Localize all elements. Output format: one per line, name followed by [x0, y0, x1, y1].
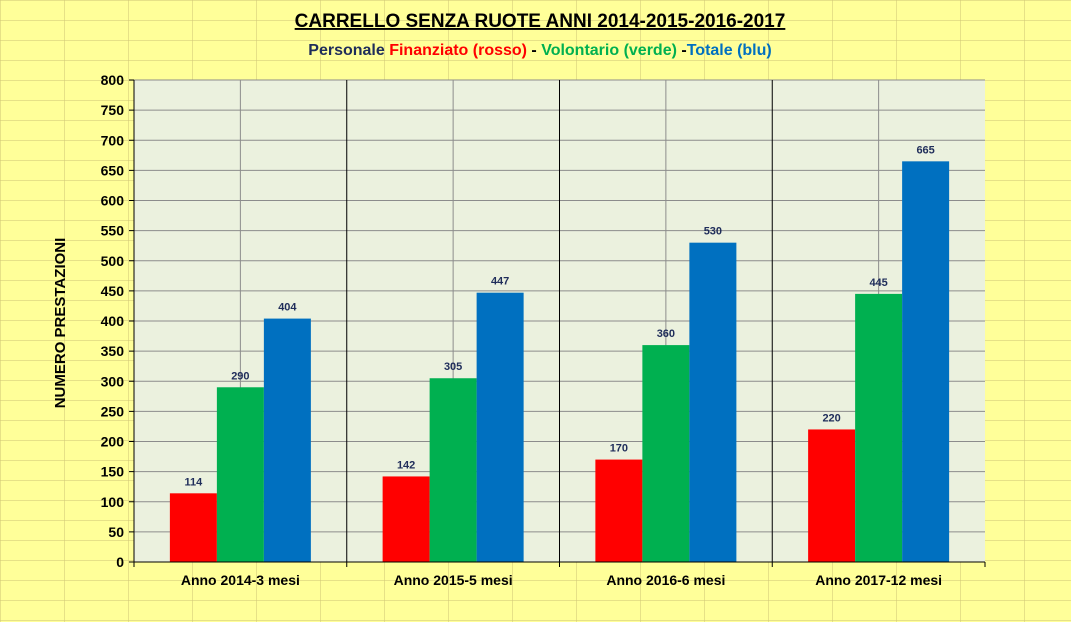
subtitle-segment: Totale (blu) [687, 42, 772, 59]
y-tick-label: 350 [101, 343, 125, 359]
data-label: 114 [185, 476, 204, 488]
subtitle-segment: Finanziato (rosso) [389, 42, 527, 59]
data-label: 530 [704, 226, 722, 238]
data-label: 305 [444, 361, 462, 373]
chart-subtitle: Personale Finanziato (rosso) - Volontari… [308, 42, 771, 59]
bar [642, 345, 690, 562]
subtitle-segment: - [527, 42, 541, 59]
x-tick-label: Anno 2017-12 mesi [815, 572, 942, 588]
data-label: 220 [822, 412, 840, 424]
y-tick-label: 600 [101, 193, 125, 209]
y-tick-label: 400 [101, 313, 125, 329]
bar [855, 293, 903, 562]
data-label: 170 [610, 443, 628, 455]
y-axis-label: NUMERO PRESTAZIONI [52, 238, 69, 409]
y-tick-label: 750 [101, 102, 125, 118]
y-tick-label: 700 [101, 132, 125, 148]
subtitle-segment: Personale [308, 42, 389, 59]
y-tick-label: 0 [116, 554, 124, 570]
data-label: 404 [278, 302, 297, 314]
y-tick-label: 50 [108, 524, 124, 540]
x-axis-ticks: Anno 2014-3 mesi Anno 2015-5 mesi Anno 201… [133, 562, 986, 588]
subtitle-segment: - [677, 42, 687, 59]
y-tick-label: 800 [101, 72, 125, 88]
data-labels: 114 290 404 142 305 447 170 360 530 220 445 665 [185, 144, 935, 488]
y-tick-label: 500 [101, 253, 125, 269]
y-axis-ticks: 0 50 100 150 200 250 300 350 400 450 500 550 600 650 7… [101, 72, 134, 570]
bar [902, 161, 950, 562]
bar [689, 242, 737, 563]
y-tick-label: 100 [101, 494, 125, 510]
data-label: 142 [397, 459, 415, 471]
bar [216, 387, 264, 562]
y-tick-label: 550 [101, 223, 125, 239]
y-tick-label: 200 [101, 434, 125, 450]
chart-title: CARRELLO SENZA RUOTE ANNI 2014-2015-2016… [295, 11, 786, 32]
y-tick-label: 150 [101, 464, 125, 480]
bar [169, 493, 217, 562]
x-tick-label: Anno 2016-6 mesi [606, 572, 725, 588]
y-tick-label: 250 [101, 403, 125, 419]
data-label: 665 [916, 144, 934, 156]
data-label: 290 [231, 370, 249, 382]
bar [595, 459, 643, 562]
bar [808, 429, 856, 562]
x-tick-label: Anno 2015-5 mesi [394, 572, 513, 588]
y-tick-label: 450 [101, 283, 125, 299]
category-separators [346, 80, 773, 562]
data-label: 360 [657, 328, 675, 340]
y-tick-label: 650 [101, 162, 125, 178]
bar [476, 292, 524, 562]
y-tick-label: 300 [101, 373, 125, 389]
bar [263, 318, 311, 562]
bar [429, 378, 477, 562]
bar [382, 476, 430, 562]
data-label: 447 [491, 276, 509, 288]
subtitle-segment: Volontario (verde) [541, 42, 677, 59]
x-tick-label: Anno 2014-3 mesi [181, 572, 300, 588]
bars [169, 161, 950, 563]
data-label: 445 [869, 277, 887, 289]
